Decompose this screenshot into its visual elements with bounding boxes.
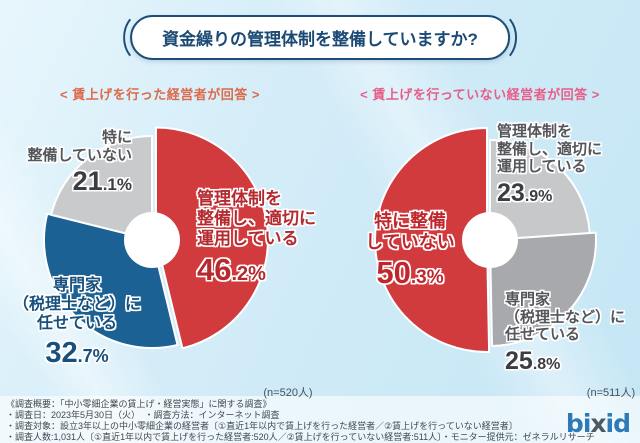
callout-label: 特に整備していない	[27, 129, 132, 164]
logo-text: id	[605, 409, 631, 438]
survey-line: 《調査概要：「中小零細企業の賃上げ・経営実態」に関する調査》	[6, 399, 272, 409]
group-heading-raised-wages: < 賃上げを行った経営者が回答 >	[60, 87, 260, 102]
callout-percent: 32.7%	[45, 336, 109, 369]
bixid-logo: bixid	[565, 409, 631, 438]
callout-left-entrusted-experts: 専門家 （税理士など）に 任せている 32.7%	[2, 277, 152, 370]
logo-text: bi	[565, 409, 591, 438]
callout-left-managed-properly: 管理体制を 整備し、適切に 運用している 46.2%	[197, 189, 325, 289]
pie-chart-raised-wages	[43, 126, 269, 350]
survey-overview: 《調査概要：「中小零細企業の賃上げ・経営実態」に関する調査》 ・調査日：2023…	[6, 399, 595, 443]
sample-size-left: (n=520人)	[263, 387, 313, 399]
callout-label: 特に整備していない	[365, 211, 455, 253]
callout-percent: 21.1%	[72, 166, 132, 197]
logo-text: x	[590, 409, 606, 438]
callout-left-not-maintained: 特に 整備していない 21.1%	[0, 129, 132, 198]
callout-percent: 23.9%	[497, 179, 553, 208]
callout-label: 管理体制を 整備し、適切に 運用している	[197, 189, 316, 249]
survey-line: ・調査日：2023年5月30日（火） ・調査方法：インターネット調査	[6, 410, 280, 420]
title-banner: 資金繰りの管理体制を整備していますか?	[123, 12, 517, 63]
callout-label: 管理体制を 整備し、適切に 運用している	[497, 123, 603, 176]
callout-percent: 46.2%	[197, 252, 266, 288]
callout-right-entrusted-experts: 専門家 （税理士など）に 任せている 25.8%	[505, 291, 640, 377]
group-heading-no-raise: < 賃上げを行っていない経営者が回答 >	[360, 87, 600, 102]
callout-right-not-maintained: 特に整備 していない 50.3%	[345, 211, 475, 292]
callout-right-managed-properly: 管理体制を 整備し、適切に 運用している 23.9%	[497, 123, 635, 209]
callout-label: 専門家 （税理士など）に 任せている	[505, 291, 626, 344]
pie-chart-no-raise	[374, 127, 597, 354]
callout-label: 専門家 （税理士など）に 任せている	[12, 277, 141, 332]
callout-percent: 25.8%	[505, 347, 561, 376]
callout-percent: 50.3%	[376, 255, 444, 291]
survey-line: ・調査人数:1,031人〔①直近1年以内で賃上げを行った経営者:520人／②賃上…	[6, 432, 595, 442]
footer-background-strip	[0, 396, 640, 443]
sample-size-right: (n=511人)	[586, 387, 636, 399]
page-title: 資金繰りの管理体制を整備していますか?	[123, 12, 517, 63]
survey-line: ・調査対象：設立3年以上の中小零細企業の経営者〔①直近1年以内で賃上げを行った経…	[6, 421, 518, 431]
